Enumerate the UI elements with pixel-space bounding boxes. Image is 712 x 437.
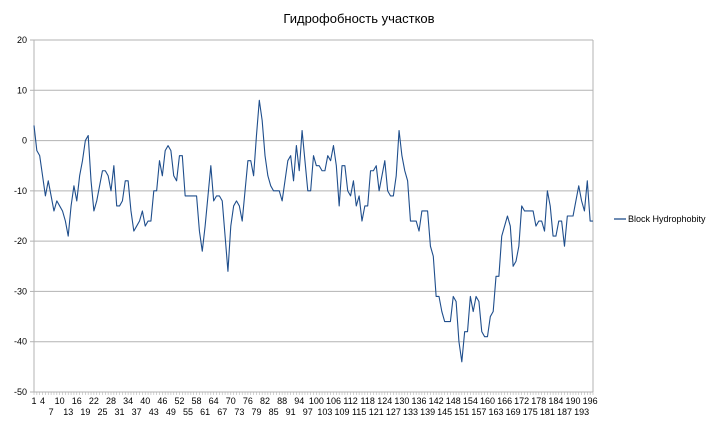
x-tick-label: 25 bbox=[97, 407, 107, 417]
x-tick-label: 88 bbox=[277, 396, 287, 406]
x-tick-label: 136 bbox=[412, 396, 427, 406]
y-tick-label: 10 bbox=[17, 85, 27, 95]
x-tick-label: 82 bbox=[260, 396, 270, 406]
y-tick-label: 0 bbox=[22, 136, 27, 146]
legend: Block Hydrophobity bbox=[614, 214, 706, 224]
y-tick-labels: 20 10 0 -10 -20 -30 -40 -50 bbox=[14, 35, 27, 397]
x-tick-label: 103 bbox=[317, 407, 332, 417]
x-tick-label: 160 bbox=[480, 396, 495, 406]
x-tick-label: 34 bbox=[123, 396, 133, 406]
x-tick-label: 157 bbox=[471, 407, 486, 417]
x-tick-label: 178 bbox=[531, 396, 546, 406]
x-tick-label: 118 bbox=[361, 396, 375, 406]
x-tick-label: 46 bbox=[157, 396, 167, 406]
x-tick-label: 37 bbox=[132, 407, 142, 417]
x-tick-label: 190 bbox=[566, 396, 581, 406]
x-tick-label: 181 bbox=[540, 407, 555, 417]
x-tick-label: 43 bbox=[149, 407, 159, 417]
x-tick-label: 148 bbox=[446, 396, 461, 406]
x-tick-label: 112 bbox=[343, 396, 357, 406]
x-tick-label: 124 bbox=[377, 396, 392, 406]
x-tick-label: 145 bbox=[437, 407, 452, 417]
x-tick-label: 73 bbox=[234, 407, 244, 417]
x-tick-label: 49 bbox=[166, 407, 176, 417]
x-tick-label: 31 bbox=[115, 407, 125, 417]
x-tick-label: 94 bbox=[294, 396, 304, 406]
x-tick-label: 19 bbox=[80, 407, 90, 417]
x-tick-label: 16 bbox=[72, 396, 82, 406]
y-tick-label: -30 bbox=[14, 286, 27, 296]
x-tick-label: 28 bbox=[106, 396, 116, 406]
x-tick-label: 76 bbox=[243, 396, 253, 406]
legend-label: Block Hydrophobity bbox=[628, 214, 706, 224]
x-tick-label: 142 bbox=[429, 396, 444, 406]
x-tick-label: 85 bbox=[269, 407, 279, 417]
series-layer bbox=[33, 99, 593, 363]
y-tick-label: 20 bbox=[17, 35, 27, 45]
y-tick-label: -20 bbox=[14, 236, 27, 246]
x-tick-label: 166 bbox=[497, 396, 512, 406]
x-tick-label: 22 bbox=[89, 396, 99, 406]
x-tick-label: 127 bbox=[386, 407, 401, 417]
x-tick-label: 58 bbox=[192, 396, 202, 406]
axes bbox=[33, 40, 594, 395]
series-line bbox=[33, 99, 593, 363]
x-tick-label: 97 bbox=[303, 407, 313, 417]
y-tick-label: -10 bbox=[14, 186, 27, 196]
x-tick-label: 13 bbox=[63, 407, 73, 417]
x-tick-label: 106 bbox=[326, 396, 341, 406]
x-tick-label: 172 bbox=[514, 396, 529, 406]
x-tick-label: 10 bbox=[55, 396, 65, 406]
x-tick-label: 1 bbox=[31, 396, 36, 406]
x-tick-label: 163 bbox=[489, 407, 504, 417]
x-tick-label: 151 bbox=[454, 407, 469, 417]
y-tick-label: -40 bbox=[14, 337, 27, 347]
x-tick-label: 67 bbox=[217, 407, 227, 417]
x-tick-label: 169 bbox=[506, 407, 521, 417]
x-tick-label: 52 bbox=[174, 396, 184, 406]
x-tick-label: 121 bbox=[369, 407, 384, 417]
x-tick-label: 64 bbox=[209, 396, 219, 406]
x-tick-label: 130 bbox=[394, 396, 409, 406]
x-tick-label: 70 bbox=[226, 396, 236, 406]
x-tick-label: 184 bbox=[548, 396, 563, 406]
x-tick-label: 175 bbox=[523, 407, 538, 417]
x-tick-label: 187 bbox=[557, 407, 572, 417]
x-tick-labels: 1 4 10 16 22 28 34 40 46 52 58 64 70 76 82 88 94 100 106 11… bbox=[31, 396, 597, 417]
x-tick-label: 7 bbox=[49, 407, 54, 417]
x-tick-label: 100 bbox=[309, 396, 324, 406]
x-tick-label: 79 bbox=[251, 407, 261, 417]
x-tick-label: 109 bbox=[335, 407, 350, 417]
x-tick-label: 55 bbox=[183, 407, 193, 417]
x-tick-label: 196 bbox=[583, 396, 598, 406]
chart-title: Гидрофобность участков bbox=[283, 11, 434, 26]
x-tick-label: 91 bbox=[286, 407, 296, 417]
x-tick-label: 40 bbox=[140, 396, 150, 406]
x-tick-label: 133 bbox=[403, 407, 418, 417]
x-tick-label: 4 bbox=[40, 396, 45, 406]
x-tick-label: 193 bbox=[574, 407, 589, 417]
x-tick-label: 115 bbox=[352, 407, 366, 417]
x-tick-label: 139 bbox=[420, 407, 435, 417]
x-tick-label: 154 bbox=[463, 396, 478, 406]
y-tick-label: -50 bbox=[14, 387, 27, 397]
x-tick-label: 61 bbox=[200, 407, 210, 417]
